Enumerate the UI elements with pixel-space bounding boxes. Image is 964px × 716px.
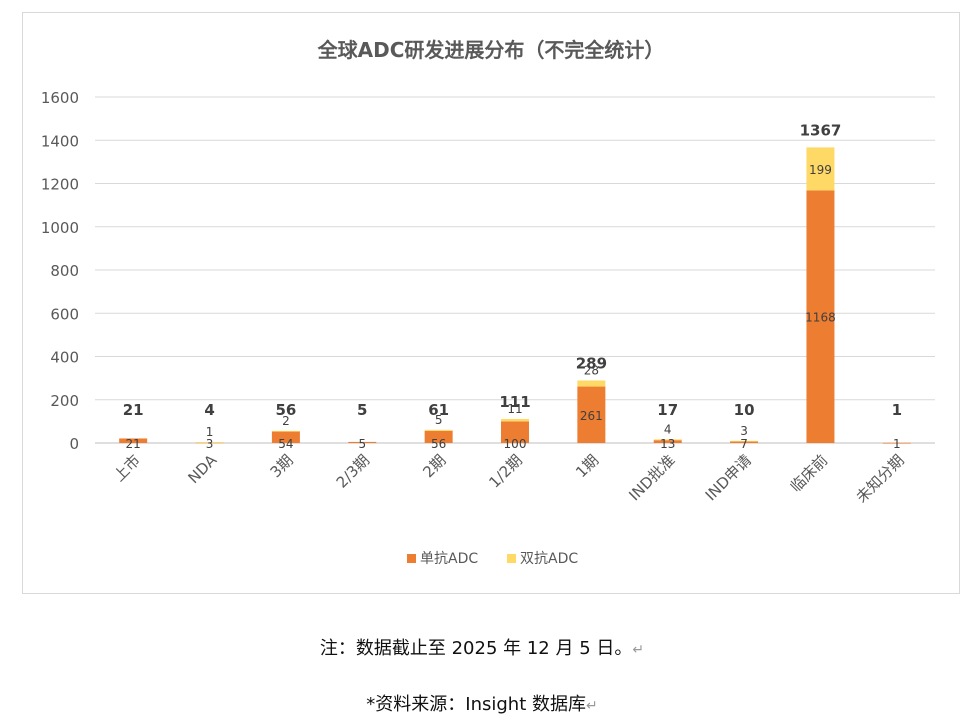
data-label-single-adc: 5: [358, 437, 366, 451]
bar-segment-single-adc: [501, 421, 529, 443]
bar-segment-single-adc: [730, 441, 759, 443]
legend-label: 单抗ADC: [420, 551, 478, 567]
bar-segment-single-adc: [882, 442, 911, 444]
total-label: 56: [275, 401, 296, 419]
legend-swatch-bispecific-adc: [507, 554, 516, 563]
data-label-single-adc: 261: [580, 409, 603, 423]
y-tick-label: 1400: [41, 132, 79, 150]
x-tick-label: 临床前: [787, 451, 832, 496]
total-label: 10: [734, 401, 755, 419]
bar-segment-single-adc: [577, 386, 606, 443]
bar-segment-bispecific-adc: [653, 439, 682, 441]
bar-segment-bispecific-adc: [730, 440, 759, 442]
total-label: 5: [357, 401, 367, 419]
total-label: 289: [576, 355, 607, 373]
chart-title: 全球ADC研发进展分布（不完全统计）: [317, 38, 665, 62]
data-label-single-adc: 21: [126, 437, 141, 451]
data-label-bispecific-adc: 199: [809, 163, 832, 177]
bar-segment-single-adc: [119, 438, 148, 443]
y-tick-label: 1200: [41, 176, 79, 194]
total-label: 61: [428, 401, 449, 419]
return-mark: ↵: [632, 642, 645, 658]
bar-segment-bispecific-adc: [806, 147, 835, 191]
bar-segment-bispecific-adc: [577, 380, 606, 387]
x-tick-label: 2期: [419, 451, 449, 481]
y-tick-label: 200: [50, 392, 79, 410]
y-tick-label: 600: [50, 305, 79, 323]
y-tick-label: 400: [50, 349, 79, 367]
legend-swatch-single-adc: [407, 554, 416, 563]
return-mark: ↵: [585, 698, 598, 714]
data-cutoff-note: 注：数据截止至 2025 年 12 月 5 日。↵: [0, 634, 964, 660]
x-tick-label: IND申请: [702, 451, 755, 504]
data-label-bispecific-adc: 28: [584, 364, 599, 378]
bar-segment-single-adc: [271, 431, 300, 443]
y-tick-label: 1600: [41, 89, 79, 107]
data-label-single-adc: 56: [431, 437, 446, 451]
total-label: 1367: [800, 121, 842, 139]
note-text: 注：数据截止至 2025 年 12 月 5 日。: [319, 638, 633, 659]
data-label-bispecific-adc: 2: [282, 414, 290, 428]
bar-segment-bispecific-adc: [195, 442, 224, 443]
bar-segment-single-adc: [348, 441, 377, 443]
total-label: 21: [123, 401, 144, 419]
data-label-single-adc: 1168: [805, 311, 836, 325]
data-label-bispecific-adc: 5: [435, 413, 443, 427]
data-label-single-adc: 100: [504, 437, 527, 451]
bar-segment-single-adc: [424, 430, 453, 443]
source-text: *资料来源：Insight 数据库: [366, 694, 586, 715]
y-tick-label: 1000: [41, 219, 79, 237]
total-label: 111: [499, 393, 530, 411]
x-tick-label: 1/2期: [485, 451, 525, 491]
bar-segment-bispecific-adc: [501, 418, 529, 422]
total-label: 17: [657, 401, 678, 419]
data-label-single-adc: 13: [660, 437, 675, 451]
data-label-single-adc: 7: [740, 437, 748, 451]
stacked-bar-chart: 全球ADC研发进展分布（不完全统计） 0 200 400 600 800 1000 1200 1…: [41, 38, 935, 567]
x-tick-label: 未知分期: [852, 451, 907, 506]
x-tick-label: NDA: [184, 451, 220, 487]
source-note: *资料来源：Insight 数据库↵: [0, 690, 964, 716]
x-tick-label: 1期: [572, 451, 602, 481]
data-label-bispecific-adc: 1: [206, 425, 214, 439]
data-label-bispecific-adc: 11: [507, 402, 522, 416]
bar-segment-single-adc: [806, 190, 835, 443]
data-label-bispecific-adc: 4: [664, 422, 672, 436]
legend-label: 双抗ADC: [520, 551, 578, 567]
data-label-single-adc: 1: [893, 437, 901, 451]
data-label-bispecific-adc: 3: [740, 424, 748, 438]
bar-segment-bispecific-adc: [424, 429, 453, 431]
data-label-single-adc: 54: [278, 437, 293, 451]
chart-frame: 全球ADC研发进展分布（不完全统计） 0 200 400 600 800 1000 1200 1…: [22, 12, 960, 594]
x-tick-label: 上市: [110, 451, 144, 485]
total-label: 4: [204, 401, 214, 419]
y-tick-label: 800: [50, 262, 79, 280]
x-tick-label: IND批准: [625, 451, 678, 504]
data-label-single-adc: 3: [206, 437, 214, 451]
bar-segment-single-adc: [653, 440, 682, 443]
total-label: 1: [892, 401, 902, 419]
y-tick-label: 0: [69, 435, 79, 453]
x-tick-label: 3期: [267, 451, 297, 481]
x-tick-label: 2/3期: [333, 451, 373, 491]
bar-segment-bispecific-adc: [271, 430, 300, 432]
